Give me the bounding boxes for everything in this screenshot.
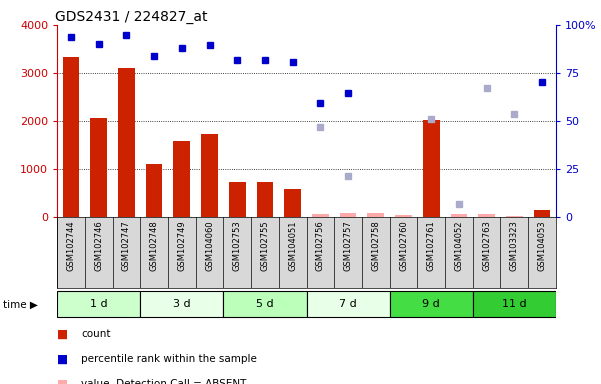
Text: GSM102744: GSM102744 — [67, 220, 76, 271]
Bar — [118, 68, 135, 217]
Bar — [63, 57, 79, 217]
Text: 9 d: 9 d — [423, 299, 440, 310]
Text: count: count — [81, 329, 111, 339]
Bar — [395, 215, 412, 217]
Bar — [367, 213, 384, 217]
Text: GSM104053: GSM104053 — [537, 220, 546, 271]
Bar — [229, 182, 246, 217]
FancyBboxPatch shape — [224, 291, 307, 317]
Text: 5 d: 5 d — [256, 299, 273, 310]
Text: GSM102758: GSM102758 — [371, 220, 380, 271]
Text: 3 d: 3 d — [173, 299, 191, 310]
Bar — [451, 214, 467, 217]
Text: GSM102761: GSM102761 — [427, 220, 436, 271]
Text: GSM104060: GSM104060 — [205, 220, 214, 271]
FancyBboxPatch shape — [307, 291, 389, 317]
Bar — [506, 215, 523, 217]
Text: GSM102747: GSM102747 — [122, 220, 131, 271]
Text: GSM102755: GSM102755 — [260, 220, 269, 271]
FancyBboxPatch shape — [140, 291, 224, 317]
Bar — [90, 118, 107, 217]
Text: GSM102753: GSM102753 — [233, 220, 242, 271]
Text: GSM102749: GSM102749 — [177, 220, 186, 271]
Text: value, Detection Call = ABSENT: value, Detection Call = ABSENT — [81, 379, 246, 384]
Text: 11 d: 11 d — [502, 299, 526, 310]
Bar — [312, 214, 329, 217]
Bar — [201, 134, 218, 217]
Text: GSM102746: GSM102746 — [94, 220, 103, 271]
Bar — [478, 214, 495, 217]
Text: GSM103323: GSM103323 — [510, 220, 519, 271]
Bar — [534, 210, 551, 217]
Text: GSM102760: GSM102760 — [399, 220, 408, 271]
Text: GSM102763: GSM102763 — [482, 220, 491, 271]
Bar — [423, 119, 439, 217]
Bar — [146, 164, 162, 217]
Text: GSM102757: GSM102757 — [344, 220, 353, 271]
Bar — [340, 214, 356, 217]
Text: GSM102748: GSM102748 — [150, 220, 159, 271]
Text: ■: ■ — [57, 353, 69, 366]
Bar — [257, 182, 273, 217]
Text: GSM102756: GSM102756 — [316, 220, 325, 271]
Text: percentile rank within the sample: percentile rank within the sample — [81, 354, 257, 364]
Text: 7 d: 7 d — [339, 299, 357, 310]
Text: GDS2431 / 224827_at: GDS2431 / 224827_at — [55, 10, 207, 24]
Text: time ▶: time ▶ — [3, 299, 38, 310]
Text: ■: ■ — [57, 328, 69, 341]
Text: 1 d: 1 d — [90, 299, 108, 310]
Bar — [174, 141, 190, 217]
Bar — [284, 189, 301, 217]
FancyBboxPatch shape — [389, 291, 473, 317]
FancyBboxPatch shape — [57, 291, 140, 317]
FancyBboxPatch shape — [473, 291, 556, 317]
Text: ■: ■ — [57, 377, 69, 384]
Text: GSM104051: GSM104051 — [288, 220, 297, 271]
Text: GSM104052: GSM104052 — [454, 220, 463, 271]
